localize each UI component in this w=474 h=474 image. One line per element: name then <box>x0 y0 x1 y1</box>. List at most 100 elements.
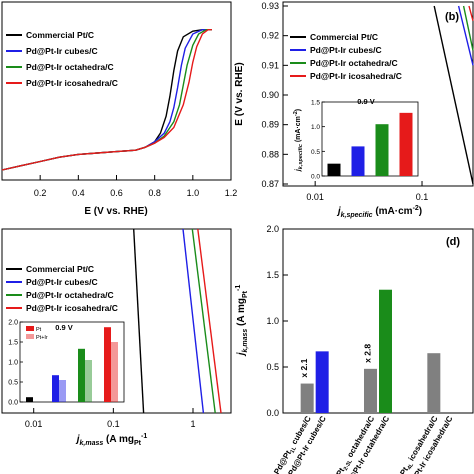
panel-c-series-line <box>191 228 216 414</box>
panel-b-y-label: E (V vs. RHE) <box>234 62 245 125</box>
panel-a-series-line <box>1 29 212 171</box>
panel-d-y-label: jk,mass (A mgPt-1 <box>235 285 249 358</box>
panel-c-series-line <box>197 228 222 414</box>
panel-c-x-tick-label: 1 <box>190 419 195 429</box>
panel-b-series-line <box>468 5 474 21</box>
panel-d-bar <box>300 383 314 413</box>
panel-c-inset-legend-label: Pt+Ir <box>36 335 48 341</box>
panel-a-x-ticks: 0.2 0.4 0.6 0.8 1.0 1.2 <box>34 175 237 198</box>
panel-b-inset-y-tick-label: 0.5 <box>311 149 320 156</box>
panel-b-legend-label: Pd@Pt-Ir icosahedra/C <box>310 71 402 81</box>
panel-c-inset-y-tick-label: 0.0 <box>8 400 18 407</box>
panel-d-label: (d) <box>446 236 460 248</box>
panel-b-inset-bar <box>375 124 389 176</box>
panel-a-x-tick-label: 0.4 <box>72 188 85 198</box>
panel-b-inset-y-tick-label: 0.0 <box>311 174 320 181</box>
panel-b-inset-annotation: 0.9 V <box>357 97 375 106</box>
panel-b-legend-label: Pd@Pt-Ir octahedra/C <box>310 58 398 68</box>
panel-c-inset-bar-pt-ir <box>111 342 118 402</box>
panel-c-inset-legend-label: Pt <box>36 327 42 333</box>
panel-b-x-tick-label: 0.01 <box>306 192 324 202</box>
panel-d-y-ticks: 0.0 0.5 1.0 1.5 2.0 <box>266 224 288 418</box>
panel-c-inset-bar-pt-ir <box>85 360 92 402</box>
panel-a-x-tick-label: 0.6 <box>110 188 123 198</box>
panel-b-inset-y-tick-label: 1.5 <box>311 100 320 107</box>
panel-c-lines <box>133 228 222 414</box>
panel-a-legend-label: Pd@Pt-Ir icosahedra/C <box>26 78 118 88</box>
panel-b-legend: Commercial Pt/C Pd@Pt-Ir cubes/C Pd@Pt-Ir … <box>290 32 402 81</box>
panel-a-line-chart: 0.2 0.4 0.6 0.8 1.0 1.2 E (V vs. RHE) Commerc… <box>1 1 237 217</box>
panel-b-y-tick-label: 0.93 <box>261 1 279 11</box>
panel-b-y-tick-label: 0.89 <box>261 120 279 130</box>
panel-b-inset-bar <box>399 112 413 176</box>
panel-c-series-line <box>133 228 145 414</box>
panel-d-x-labels: Pd@Pt1L cubes/CPd@Pt-Ir cubes/CPd@Pt2-3L… <box>272 414 454 474</box>
panel-b-series-line <box>457 5 474 66</box>
panel-d-bar <box>379 289 392 413</box>
panel-c-inset-bar-pt <box>78 348 85 402</box>
panel-c-inset-y-tick-label: 2.0 <box>8 320 18 327</box>
panel-d-bars: x 2.1 x 2.8 <box>299 289 441 413</box>
panel-b-y-ticks: 0.87 0.88 0.89 0.90 0.91 0.92 0.93 <box>261 1 288 189</box>
panel-c-x-tick-label: 0.01 <box>25 419 43 429</box>
panel-b-y-tick-label: 0.88 <box>261 149 279 159</box>
panel-c-inset-legend-swatch <box>26 334 34 339</box>
panel-c-line-chart: 0.01 0.1 1 jk,mass (A mgPt-1 Commercial Pt… <box>1 228 232 447</box>
panel-d-bar <box>427 353 441 413</box>
panel-a-lines <box>1 29 212 171</box>
panel-c-legend-label: Pd@Pt-Ir icosahedra/C <box>26 303 118 313</box>
panel-c-inset-bar-pt-ir <box>59 380 66 402</box>
panel-b-inset-y-tick-label: 1.0 <box>311 124 320 131</box>
panel-a-x-tick-label: 0.2 <box>34 188 47 198</box>
panel-b-frame <box>282 1 474 187</box>
panel-a-x-tick-label: 0.8 <box>148 188 161 198</box>
panel-b-series-line <box>462 5 474 51</box>
panel-c-x-label: jk,mass (A mgPt-1 <box>75 433 148 447</box>
panel-c-inset-y-tick-label: 1.5 <box>8 340 18 347</box>
panel-a-legend-label: Commercial Pt/C <box>26 30 94 40</box>
panel-a-legend-label: Pd@Pt-Ir cubes/C <box>26 46 98 56</box>
panel-d-y-tick-label: 1.5 <box>266 270 279 280</box>
panel-d-y-tick-label: 0.5 <box>266 362 279 372</box>
panel-d-ratio-annotation: x 2.8 <box>363 344 373 363</box>
panel-d-y-tick-label: 0.0 <box>266 408 279 418</box>
panel-c-legend-label: Pd@Pt-Ir octahedra/C <box>26 290 114 300</box>
panel-c-inset-legend-swatch <box>26 326 34 331</box>
panel-a-legend-label: Pd@Pt-Ir octahedra/C <box>26 62 114 72</box>
panel-c-frame <box>1 228 232 414</box>
panel-b-inset-bar-chart: 0.0 0.5 1.0 1.5 0.9 V jk,specific (mA·cm-2) <box>293 97 419 181</box>
panel-c-inset-y-tick-label: 0.5 <box>8 380 18 387</box>
panel-c-inset-y-tick-label: 1.0 <box>8 360 18 367</box>
panel-c-inset-annotation: 0.9 V <box>55 323 73 332</box>
panel-a-x-tick-label: 1.0 <box>187 188 200 198</box>
panel-a-frame <box>1 1 232 181</box>
panel-b-y-tick-label: 0.90 <box>261 90 279 100</box>
panel-d-ratio-annotation: x 2.1 <box>299 358 309 377</box>
panel-c-inset-bar-chart: 0.0 0.5 1.0 1.5 2.0 0.9 V Pt Pt+Ir <box>8 320 125 407</box>
panel-c-x-ticks: 0.01 0.1 1 <box>25 408 196 429</box>
panel-a-legend: Commercial Pt/C Pd@Pt-Ir cubes/C Pd@Pt-Ir … <box>6 30 118 88</box>
panel-b-y-tick-label: 0.87 <box>261 179 279 189</box>
panel-c-inset-bar-pt <box>52 375 59 402</box>
panel-d-bar-chart: (d) 0.0 0.5 1.0 1.5 2.0 x 2.1 x 2.8 Pd@Pt1L c… <box>235 224 474 474</box>
panel-d-y-tick-label: 1.0 <box>266 316 279 326</box>
panel-b-legend-label: Commercial Pt/C <box>310 32 378 42</box>
panel-d-bar <box>315 351 329 413</box>
panel-a-x-label: E (V vs. RHE) <box>84 206 147 217</box>
panel-b-inset-bar <box>327 163 341 176</box>
panel-c-legend-label: Pd@Pt-Ir cubes/C <box>26 277 98 287</box>
panel-b-x-tick-label: 0.1 <box>416 192 429 202</box>
panel-c-series-line <box>182 228 205 414</box>
panel-b-x-ticks: 0.01 0.1 <box>306 181 428 202</box>
panel-c-legend-label: Commercial Pt/C <box>26 264 94 274</box>
panel-b-tafel-chart: (b) 0.87 0.88 0.89 0.90 0.91 0.92 0.93 0.01 0.1… <box>234 1 474 219</box>
panel-c-inset-bar-pt <box>104 327 111 402</box>
panel-c-inset-bar-pt <box>26 397 33 402</box>
panel-c-x-tick-label: 0.1 <box>107 419 120 429</box>
panel-d-bar <box>364 368 377 413</box>
panel-b-y-tick-label: 0.92 <box>261 31 279 41</box>
panel-d-y-tick-label: 2.0 <box>266 224 279 234</box>
panel-b-inset-bar <box>351 146 365 176</box>
panel-b-x-label: jk,specific (mA·cm-2) <box>336 205 422 219</box>
